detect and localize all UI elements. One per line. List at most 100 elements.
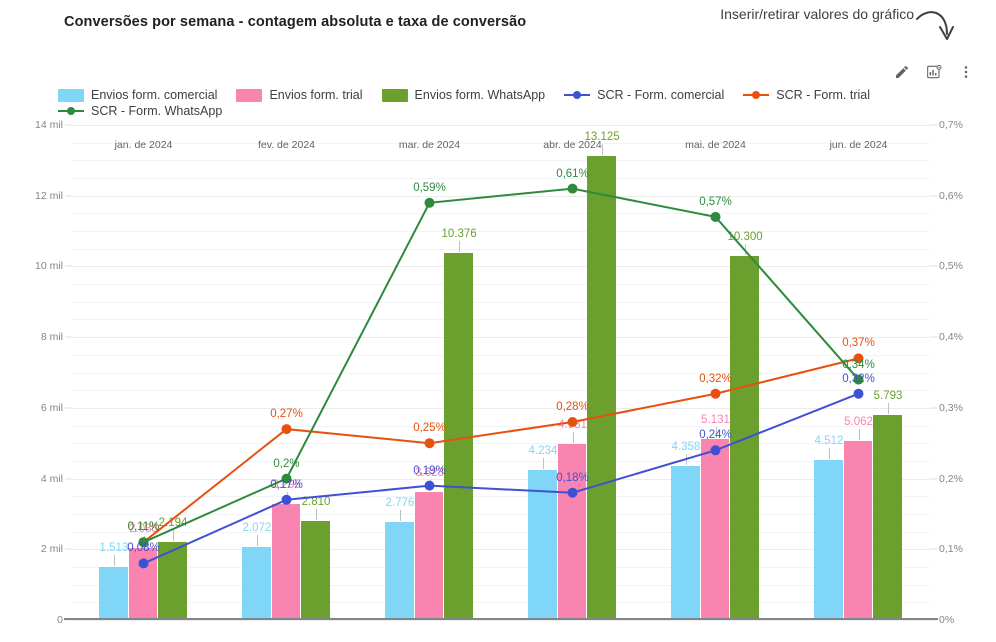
legend-item[interactable]: Envios form. comercial <box>58 88 217 102</box>
more-options-icon[interactable] <box>958 64 974 80</box>
bar[interactable] <box>587 155 616 620</box>
gridline <box>72 478 930 480</box>
bar-leader-line <box>399 509 401 521</box>
y-axis-left-label: 10 mil <box>34 260 63 273</box>
line-point[interactable] <box>424 438 435 449</box>
line-point[interactable] <box>424 480 435 491</box>
line-value-label: 0,2% <box>273 457 300 470</box>
y-axis-right-tick <box>930 124 937 126</box>
bar[interactable] <box>843 441 873 620</box>
legend-item[interactable]: Envios form. trial <box>236 88 363 102</box>
line-series <box>142 357 859 543</box>
bar[interactable] <box>557 443 587 620</box>
y-axis-left-tick <box>65 124 72 126</box>
gridline <box>72 584 930 586</box>
bar-value-label: 1.513 <box>99 541 129 554</box>
gridline <box>72 319 930 321</box>
bar-leader-line <box>542 458 544 470</box>
line-value-label: 0,32% <box>842 372 875 385</box>
line-point[interactable] <box>853 374 864 385</box>
y-axis-right-label: 0,1% <box>939 543 963 556</box>
legend-item-label: SCR - Form. WhatsApp <box>91 104 223 118</box>
gridline <box>72 390 930 392</box>
bar-leader-line <box>602 143 604 155</box>
legend-bar-swatch-icon <box>236 88 263 102</box>
line-point[interactable] <box>138 558 149 569</box>
line-point[interactable] <box>281 494 292 505</box>
line-point[interactable] <box>853 353 864 364</box>
gridline <box>72 266 930 268</box>
y-axis-left-tick <box>65 195 72 197</box>
y-axis-right-label: 0,3% <box>939 401 963 414</box>
legend-bar-swatch-icon <box>381 88 408 102</box>
gridline <box>72 125 930 126</box>
gridline <box>72 213 930 215</box>
line-value-label: 0,32% <box>699 372 732 385</box>
y-axis-right-tick <box>930 619 937 621</box>
bar[interactable] <box>271 503 301 620</box>
y-axis-right-tick <box>930 195 937 197</box>
edit-pencil-icon[interactable] <box>894 64 910 80</box>
bar-leader-line <box>858 429 860 441</box>
legend-item[interactable]: Envios form. WhatsApp <box>381 88 545 102</box>
line-point[interactable] <box>567 183 578 194</box>
gridline <box>72 531 930 533</box>
bar[interactable] <box>385 521 414 620</box>
bar[interactable] <box>671 465 700 620</box>
line-value-label: 0,11% <box>127 521 160 534</box>
bar[interactable] <box>301 520 330 620</box>
gridline <box>72 443 930 445</box>
y-axis-left-tick <box>65 407 72 409</box>
y-axis-left-tick <box>65 548 72 550</box>
bar[interactable] <box>414 491 444 620</box>
line-point[interactable] <box>710 388 721 399</box>
bar[interactable] <box>528 470 557 620</box>
line-value-label: 0,37% <box>842 337 875 350</box>
line-point[interactable] <box>138 537 149 548</box>
line-value-label: 0,18% <box>556 471 589 484</box>
bar-leader-line <box>113 554 115 566</box>
y-axis-right-label: 0,7% <box>939 119 963 131</box>
line-value-label: 0,11% <box>127 521 160 534</box>
bar[interactable] <box>814 460 843 620</box>
bar-leader-line <box>828 448 830 460</box>
bar-value-label: 13.125 <box>584 130 620 143</box>
y-axis-right-tick <box>930 407 937 409</box>
bar-leader-line <box>572 431 574 443</box>
gridline <box>72 549 930 551</box>
y-axis-left-label: 14 mil <box>34 119 63 131</box>
line-point[interactable] <box>567 417 578 427</box>
line-point[interactable] <box>710 211 721 222</box>
y-axis-left-tick <box>65 336 72 338</box>
bar-leader-line <box>256 534 258 546</box>
line-point[interactable] <box>853 388 864 399</box>
y-axis-left-label: 12 mil <box>34 189 63 202</box>
line-point[interactable] <box>567 487 578 498</box>
gridline <box>72 354 930 356</box>
line-point[interactable] <box>281 473 292 484</box>
bar[interactable] <box>700 438 730 620</box>
bar[interactable] <box>873 415 902 620</box>
x-axis-label: mai. de 2024 <box>685 139 746 151</box>
legend-item-label: SCR - Form. trial <box>776 88 870 102</box>
legend-item[interactable]: SCR - Form. comercial <box>564 88 724 102</box>
bar[interactable] <box>242 546 271 620</box>
chart-setup-icon[interactable] <box>926 64 942 80</box>
chart-legend: Envios form. comercial Envios form. trial… <box>58 88 958 118</box>
y-axis-right-tick <box>930 478 937 480</box>
y-axis-right-label: 0% <box>939 614 955 626</box>
legend-item[interactable]: SCR - Form. trial <box>743 88 870 102</box>
legend-bar-swatch-icon <box>58 88 84 102</box>
line-value-label: 0,57% <box>699 195 732 208</box>
legend-item[interactable]: SCR - Form. WhatsApp <box>58 104 222 118</box>
y-axis-left-label: 4 mil <box>40 472 63 485</box>
legend-line-swatch-icon <box>743 91 770 99</box>
line-point[interactable] <box>424 197 435 208</box>
line-point[interactable] <box>710 445 721 456</box>
chart-toolbar <box>894 64 974 80</box>
bar[interactable] <box>99 566 128 620</box>
bar-value-label: 10.376 <box>441 228 477 241</box>
line-value-label: 0,27% <box>270 408 303 421</box>
line-point[interactable] <box>281 424 292 435</box>
